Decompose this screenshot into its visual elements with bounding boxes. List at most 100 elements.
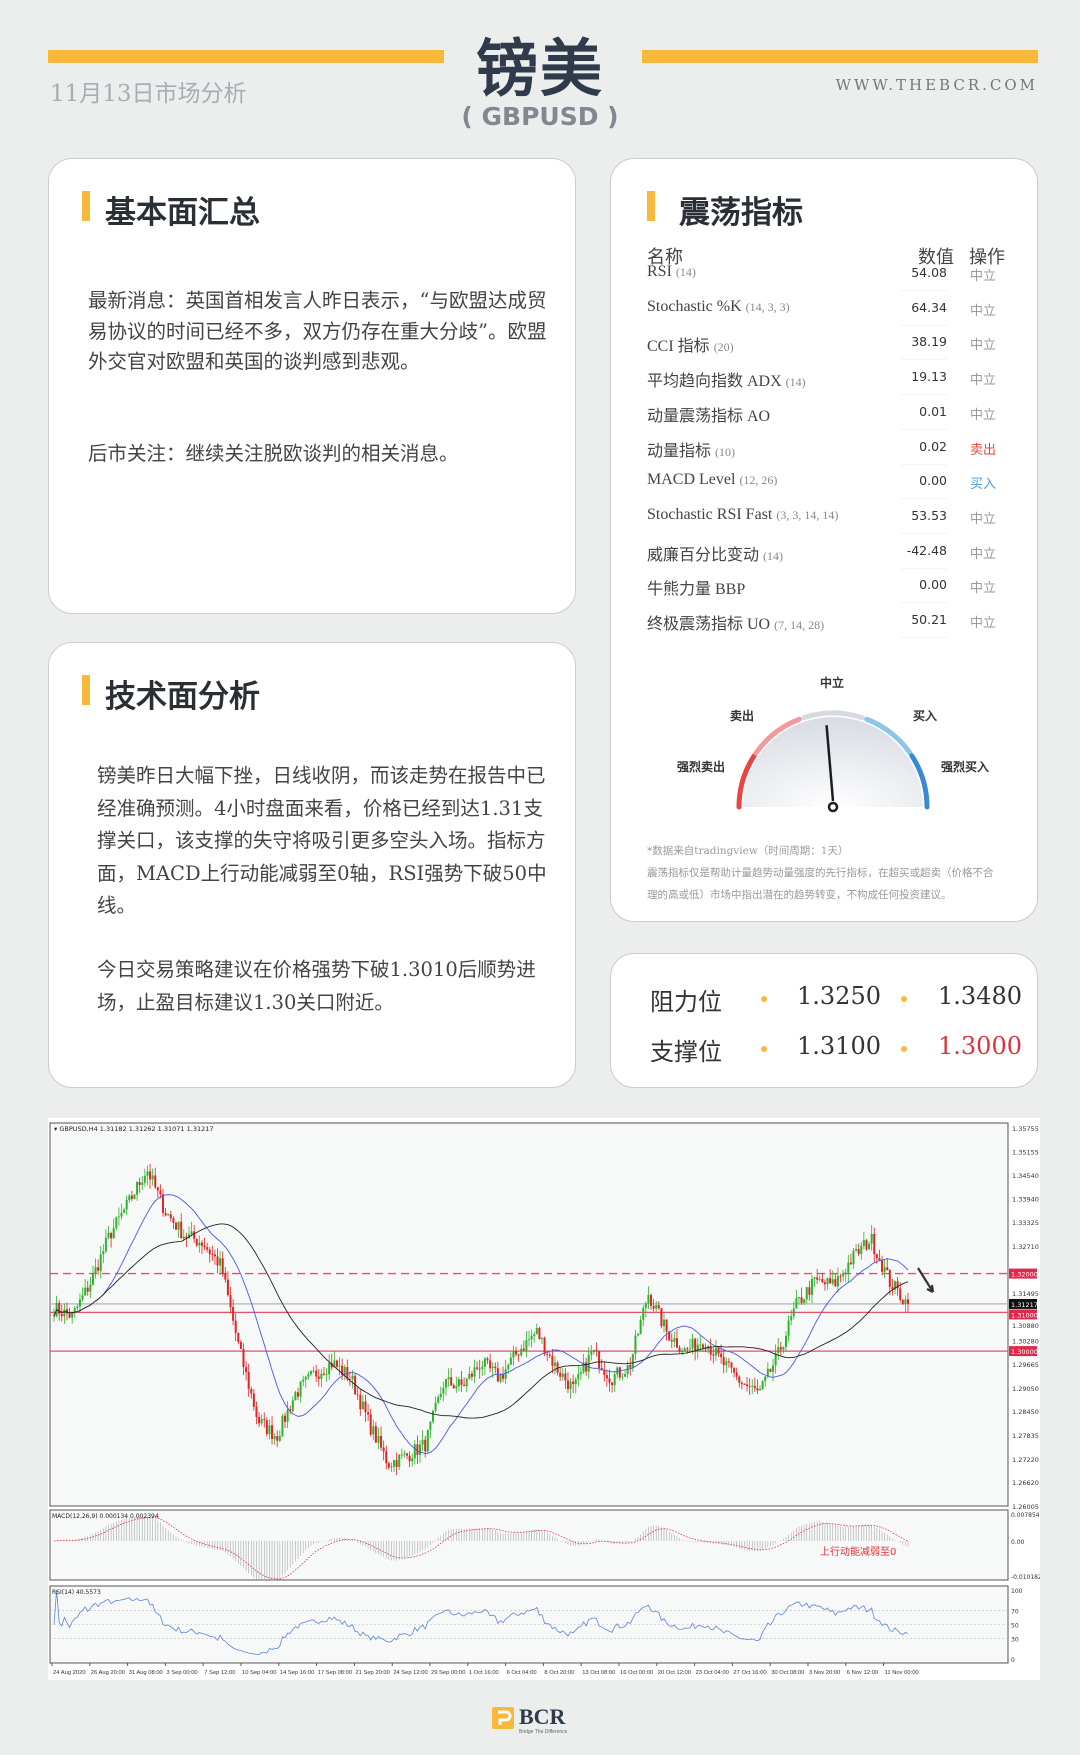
candle-body xyxy=(439,1393,442,1398)
candle-body xyxy=(556,1362,559,1373)
x-tick-label: 3 Nov 20:00 xyxy=(809,1670,840,1676)
candle-body xyxy=(803,1299,806,1303)
candle-body xyxy=(717,1348,720,1354)
candle-body xyxy=(631,1354,634,1368)
y-tick-label: 1.35155 xyxy=(1012,1148,1039,1156)
candle-body xyxy=(133,1194,136,1199)
candle-body xyxy=(738,1376,741,1383)
oscillator-name: 动量震荡指标 AO xyxy=(647,402,774,426)
candle-body xyxy=(146,1171,149,1176)
candle-body xyxy=(727,1361,730,1363)
candle-body xyxy=(162,1194,165,1213)
candle-body xyxy=(408,1455,411,1462)
oscillator-name-text: 牛熊力量 BBP xyxy=(647,581,746,599)
candle-body xyxy=(356,1394,359,1396)
candle-body xyxy=(566,1380,569,1390)
candle-body xyxy=(592,1349,595,1352)
gauge-label-neutral: 中立 xyxy=(820,676,845,690)
oscillator-value: 38.19 xyxy=(901,334,947,361)
oscillator-action: 中立 xyxy=(969,269,996,284)
oscillator-row: 牛熊力量 BBP 0.00 中立 xyxy=(611,575,1031,610)
oscillator-row: MACD Level (12, 26) 0.00 买入 xyxy=(611,471,1031,506)
current-price-tag xyxy=(1009,1298,1037,1309)
candle-body xyxy=(237,1332,240,1342)
candle-body xyxy=(491,1366,494,1369)
oscillators-title: 震荡指标 xyxy=(647,187,803,232)
fundamentals-outlook: 后市关注：继续关注脱欧谈判的相关消息。 xyxy=(88,442,459,465)
oscillator-name-text: CCI 指标 xyxy=(647,338,710,356)
rsi-panel xyxy=(49,1585,1009,1664)
candle-body xyxy=(891,1286,894,1290)
level-tag-label: 1.32000 xyxy=(1011,1271,1038,1279)
candle-body xyxy=(489,1360,492,1369)
candle-body xyxy=(481,1366,484,1370)
candle-body xyxy=(304,1376,307,1380)
candle-body xyxy=(528,1339,531,1341)
candle-body xyxy=(421,1439,424,1445)
candle-body xyxy=(245,1367,248,1373)
level-tag xyxy=(1009,1309,1037,1320)
candle-body xyxy=(823,1282,826,1285)
gauge-segment-strong-buy xyxy=(909,753,930,810)
candle-body xyxy=(865,1240,868,1250)
candle-body xyxy=(585,1362,588,1372)
candle-body xyxy=(315,1370,318,1377)
candle-body xyxy=(598,1350,601,1369)
candle-body xyxy=(102,1251,105,1255)
macd-tick-label: 0.00 xyxy=(1011,1539,1025,1546)
candle-body xyxy=(774,1352,777,1366)
candle-body xyxy=(753,1385,756,1389)
candle-body xyxy=(369,1414,372,1435)
candle-body xyxy=(125,1200,128,1210)
candle-body xyxy=(743,1384,746,1385)
candle-body xyxy=(746,1384,749,1387)
candle-body xyxy=(141,1182,144,1185)
oscillator-row: 平均趋向指数 ADX (14) 19.13 中立 xyxy=(611,367,1031,402)
candle-body xyxy=(63,1309,66,1317)
candle-body xyxy=(86,1287,89,1292)
candle-body xyxy=(195,1238,198,1246)
rsi-label: RSI(14) 40.5573 xyxy=(52,1589,101,1596)
oscillator-name: CCI 指标 (20) xyxy=(647,332,734,356)
fundamentals-news: 最新消息：英国首相发言人昨日表示，“与欧盟达成贸易协议的时间已经不多，双方仍存在… xyxy=(88,289,547,373)
oscillator-value: 19.13 xyxy=(901,369,947,396)
candle-body xyxy=(367,1412,370,1415)
candle-body xyxy=(642,1307,645,1320)
candle-body xyxy=(826,1278,829,1285)
oscillator-row: 终极震荡指标 UO (7, 14, 28) 50.21 中立 xyxy=(611,610,1031,645)
down-arrow-icon xyxy=(917,1267,935,1293)
candle-body xyxy=(694,1338,697,1352)
candle-body xyxy=(53,1316,55,1318)
candle-body xyxy=(756,1388,759,1391)
candle-body xyxy=(868,1243,871,1250)
candle-body xyxy=(709,1346,712,1355)
candle-body xyxy=(740,1382,743,1385)
candle-body xyxy=(810,1278,813,1295)
candle-body xyxy=(294,1392,297,1401)
candle-body xyxy=(333,1360,336,1368)
price-chart: 1.35755 1.35155 1.34540 1.33940 1.33325 1.327… xyxy=(48,1118,1040,1680)
candle-body xyxy=(894,1281,897,1290)
technical-title: 技术面分析 xyxy=(82,671,260,716)
candle-body xyxy=(546,1353,549,1355)
oscillator-name: RSI (14) xyxy=(647,263,696,281)
x-tick-label: 10 Sep 04:00 xyxy=(242,1670,277,1676)
candle-body xyxy=(777,1347,780,1353)
x-tick-label: 11 Nov 00:00 xyxy=(885,1670,919,1676)
candle-body xyxy=(704,1347,707,1350)
candle-body xyxy=(759,1389,762,1391)
candle-body xyxy=(206,1247,209,1250)
oscillator-params: (7, 14, 28) xyxy=(774,618,825,632)
candle-body xyxy=(226,1279,229,1296)
ma-fast-line xyxy=(53,1194,909,1455)
candle-body xyxy=(437,1397,440,1403)
macd-label: MACD(12,26,9) 0.000134 0.002394 xyxy=(52,1513,159,1520)
candle-body xyxy=(766,1368,769,1377)
candle-body xyxy=(574,1379,577,1385)
candle-body xyxy=(335,1360,338,1367)
candle-body xyxy=(735,1372,738,1377)
candle-body xyxy=(847,1262,850,1273)
candle-body xyxy=(211,1254,214,1256)
candle-body xyxy=(216,1256,219,1266)
candle-body xyxy=(618,1367,621,1378)
